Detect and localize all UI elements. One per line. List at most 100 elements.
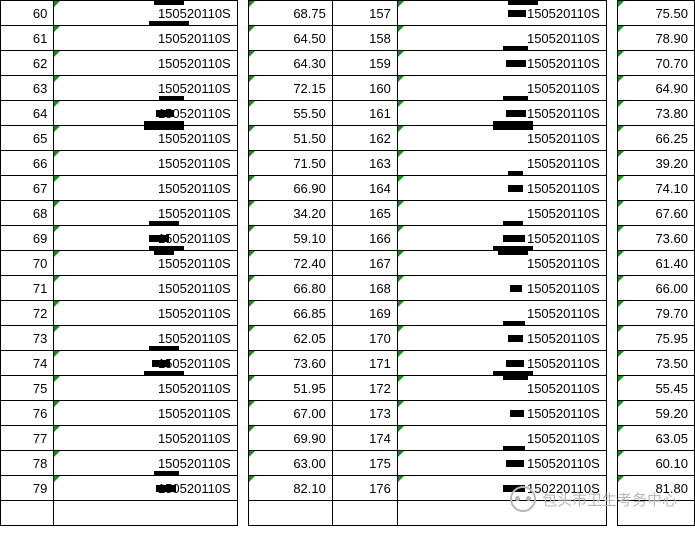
table-cell: 150520110S	[54, 426, 237, 451]
cell-value: 73.60	[655, 231, 688, 246]
table-cell: 150520110S	[397, 276, 606, 301]
cell-value: 160	[369, 81, 391, 96]
cell-value: 158	[369, 31, 391, 46]
cell-value: 171	[369, 356, 391, 371]
cell-value: 150520110S	[158, 431, 231, 446]
cell-value: 170	[369, 331, 391, 346]
table-cell: 59.10	[249, 226, 333, 251]
cell-value: 34.20	[293, 206, 326, 221]
cell-value: 150520110S	[527, 406, 600, 421]
table-cell: 150520110S	[397, 26, 606, 51]
cell-value: 60	[33, 6, 47, 21]
table-cell: 55.50	[249, 101, 333, 126]
table-cell: 172	[332, 376, 397, 401]
table-cell: 69.90	[249, 426, 333, 451]
cell-value: 150520110S	[527, 181, 600, 196]
table-cell: 66	[1, 151, 54, 176]
cell-value: 150520110S	[527, 256, 600, 271]
cell-value: 150520110S	[158, 81, 231, 96]
table-cell: 168	[332, 276, 397, 301]
table-cell: 169	[332, 301, 397, 326]
cell-value: 150520110S	[527, 356, 600, 371]
table-cell: 150520110S	[397, 426, 606, 451]
table-cell: 60	[1, 1, 54, 26]
table-cell: 75.95	[618, 326, 695, 351]
cell-value: 74	[33, 356, 47, 371]
cell-value: 165	[369, 206, 391, 221]
table-cell: 69	[1, 226, 54, 251]
table-cell: 164	[332, 176, 397, 201]
cell-value: 62	[33, 56, 47, 71]
cell-value: 61.40	[655, 256, 688, 271]
table-cell: 59.20	[618, 401, 695, 426]
cell-value: 150520110S	[527, 231, 600, 246]
cell-value: 79	[33, 481, 47, 496]
cell-value: 150520110S	[158, 181, 231, 196]
cell-value: 63	[33, 81, 47, 96]
table-row: 70150520110S72.40167150520110S61.40	[1, 251, 695, 276]
cell-value: 67	[33, 181, 47, 196]
table-cell: 61	[1, 26, 54, 51]
cell-value: 60.10	[655, 456, 688, 471]
table-cell: 150520110S	[397, 376, 606, 401]
cell-value: 72	[33, 306, 47, 321]
cell-value: 66.25	[655, 131, 688, 146]
table-cell: 150520110S	[54, 1, 237, 26]
cell-value: 150520110S	[158, 6, 231, 21]
table-row: 73150520110S62.05170150520110S75.95	[1, 326, 695, 351]
cell-value: 168	[369, 281, 391, 296]
table-cell: 150520110S	[54, 151, 237, 176]
table-cell: 150520110S	[397, 326, 606, 351]
table-cell: 150520110S	[397, 51, 606, 76]
table-row: 74150520110S73.60171150520110S73.50	[1, 351, 695, 376]
table-cell	[54, 501, 237, 526]
watermark: 包头市卫生考务中心	[510, 486, 677, 512]
table-cell: 55.45	[618, 376, 695, 401]
table-cell: 71	[1, 276, 54, 301]
cell-value: 150520110S	[527, 431, 600, 446]
table-cell: 157	[332, 1, 397, 26]
cell-value: 79.70	[655, 306, 688, 321]
table-cell: 66.80	[249, 276, 333, 301]
cell-value: 55.50	[293, 106, 326, 121]
table-row: 76150520110S67.00173150520110S59.20	[1, 401, 695, 426]
table-cell: 82.10	[249, 476, 333, 501]
cell-value: 51.95	[293, 381, 326, 396]
table-row: 63150520110S72.15160150520110S64.90	[1, 76, 695, 101]
cell-value: 69.90	[293, 431, 326, 446]
table-cell: 150520110S	[397, 451, 606, 476]
cell-value: 169	[369, 306, 391, 321]
table-cell: 150520110S	[397, 151, 606, 176]
table-cell: 70	[1, 251, 54, 276]
table-cell: 175	[332, 451, 397, 476]
table-cell: 65	[1, 126, 54, 151]
table-cell: 150520110S	[54, 376, 237, 401]
cell-value: 73.60	[293, 356, 326, 371]
table-cell: 75	[1, 376, 54, 401]
table-row: 66150520110S71.50163150520110S39.20	[1, 151, 695, 176]
cell-value: 63.05	[655, 431, 688, 446]
cell-value: 73.80	[655, 106, 688, 121]
table-cell: 77	[1, 426, 54, 451]
cell-value: 51.50	[293, 131, 326, 146]
table-cell: 51.95	[249, 376, 333, 401]
cell-value: 75	[33, 381, 47, 396]
table-row: 68150520110S34.20165150520110S67.60	[1, 201, 695, 226]
cell-value: 150520110S	[527, 81, 600, 96]
cell-value: 75.95	[655, 331, 688, 346]
cell-value: 64.50	[293, 31, 326, 46]
cell-value: 175	[369, 456, 391, 471]
table-cell: 73	[1, 326, 54, 351]
table-cell: 166	[332, 226, 397, 251]
table-cell: 39.20	[618, 151, 695, 176]
cell-value: 166	[369, 231, 391, 246]
cell-value: 150520110S	[158, 131, 231, 146]
table-cell: 160	[332, 76, 397, 101]
cell-value: 150520110S	[158, 56, 231, 71]
cell-value: 77	[33, 431, 47, 446]
cell-value: 150520110S	[527, 456, 600, 471]
table-cell: 61.40	[618, 251, 695, 276]
table-cell: 66.25	[618, 126, 695, 151]
cell-value: 66.00	[655, 281, 688, 296]
table-cell: 173	[332, 401, 397, 426]
